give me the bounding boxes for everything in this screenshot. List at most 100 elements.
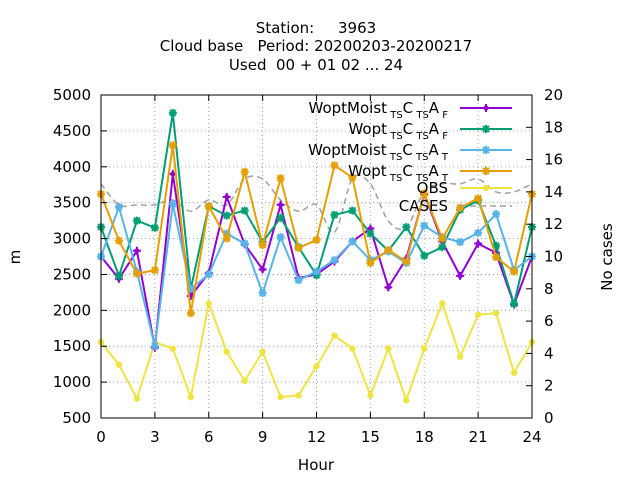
data-point (186, 309, 195, 318)
y2-tick-label: 16 (544, 151, 563, 169)
y2-tick-label: 18 (544, 118, 563, 136)
legend-label: Wopt TSC TSA F (348, 120, 448, 142)
data-point (240, 206, 249, 215)
data-point (438, 243, 447, 252)
y2-axis-label: No cases (598, 223, 616, 291)
data-point (456, 203, 465, 212)
legend-label: CASES (399, 197, 448, 215)
y2-tick-label: 14 (544, 183, 563, 201)
y2-tick-label: 10 (544, 248, 563, 266)
data-point (384, 283, 393, 292)
y2-tick-label: 8 (544, 280, 554, 298)
y-axis-label: m (6, 250, 24, 265)
y2-tick-label: 2 (544, 377, 554, 395)
data-point (312, 267, 321, 276)
data-point (222, 192, 231, 201)
y-tick-label: 2500 (53, 265, 91, 283)
data-point (276, 200, 285, 209)
data-point (402, 257, 411, 266)
data-point (276, 213, 285, 222)
data-point (402, 223, 411, 232)
data-point (367, 392, 374, 399)
data-point (294, 276, 303, 285)
chart-title: Station: 3963 Cloud base Period: 2020020… (160, 19, 472, 74)
x-tick-label: 6 (204, 428, 214, 446)
data-point (168, 141, 177, 150)
data-point (348, 173, 357, 182)
data-point (510, 299, 519, 308)
data-point (420, 221, 429, 230)
y2-tick-label: 4 (544, 344, 554, 362)
data-point (114, 236, 123, 245)
data-point (222, 211, 231, 220)
x-tick-label: 0 (96, 428, 106, 446)
data-point (132, 269, 141, 278)
data-point (115, 361, 123, 368)
data-point (240, 167, 249, 176)
data-point (223, 348, 230, 355)
y-tick-label: 4000 (53, 158, 91, 176)
data-point (132, 246, 141, 255)
y-tick-label: 3000 (53, 230, 91, 248)
legend-label: Wopt TSC TSA T (348, 162, 449, 184)
data-point (241, 377, 248, 385)
data-point (277, 393, 284, 401)
title-line-3: Used 00 + 01 02 ... 24 (229, 56, 403, 74)
data-point (114, 202, 123, 211)
data-point (492, 253, 501, 262)
data-point (420, 251, 429, 260)
data-point (276, 233, 285, 242)
x-tick-label: 21 (469, 428, 488, 446)
data-point (510, 369, 518, 376)
x-tick-label: 12 (307, 428, 326, 446)
data-point (384, 246, 393, 255)
data-point (259, 348, 266, 355)
legend-marker (482, 104, 490, 112)
y-tick-label: 5000 (53, 86, 91, 104)
data-point (222, 234, 231, 243)
legend-marker (482, 167, 490, 175)
data-point (348, 237, 357, 246)
data-point (295, 392, 302, 399)
data-point (510, 267, 519, 276)
y-tick-label: 3500 (53, 194, 91, 212)
y-tick-label: 1000 (53, 373, 91, 391)
series-line-5 (100, 174, 533, 234)
data-point (133, 395, 141, 402)
y-tick-label: 500 (62, 409, 91, 427)
legend-label: WoptMoist TSC TSA T (308, 141, 449, 163)
data-point (330, 161, 339, 170)
title-line-2: Cloud base Period: 20200203-20200217 (160, 37, 472, 55)
data-point (312, 235, 321, 244)
data-point (258, 265, 267, 274)
x-tick-label: 3 (150, 428, 160, 446)
data-point (294, 243, 303, 252)
data-point (348, 206, 357, 215)
y2-tick-label: 6 (544, 312, 554, 330)
data-point (456, 238, 465, 247)
x-tick-label: 15 (361, 428, 380, 446)
data-point (438, 234, 447, 243)
plot-area (97, 108, 536, 404)
data-point (276, 174, 285, 183)
data-point (456, 271, 465, 280)
data-point (258, 241, 267, 250)
data-point (187, 393, 194, 401)
legend-marker (482, 146, 490, 154)
data-point (330, 256, 339, 265)
data-point (474, 239, 483, 248)
data-point (492, 309, 500, 317)
legend-marker (482, 125, 490, 133)
title-line-1: Station: 3963 (256, 19, 376, 37)
data-point (474, 228, 483, 237)
y2-tick-label: 20 (544, 86, 563, 104)
data-point (456, 353, 464, 360)
x-tick-label: 24 (522, 428, 541, 446)
data-point (331, 332, 338, 339)
data-point (366, 258, 375, 267)
data-point (168, 200, 177, 209)
data-point (403, 397, 410, 404)
axes: 0 3 6 9 12 15 18 21 2450010001500200025003000350… (53, 86, 563, 446)
